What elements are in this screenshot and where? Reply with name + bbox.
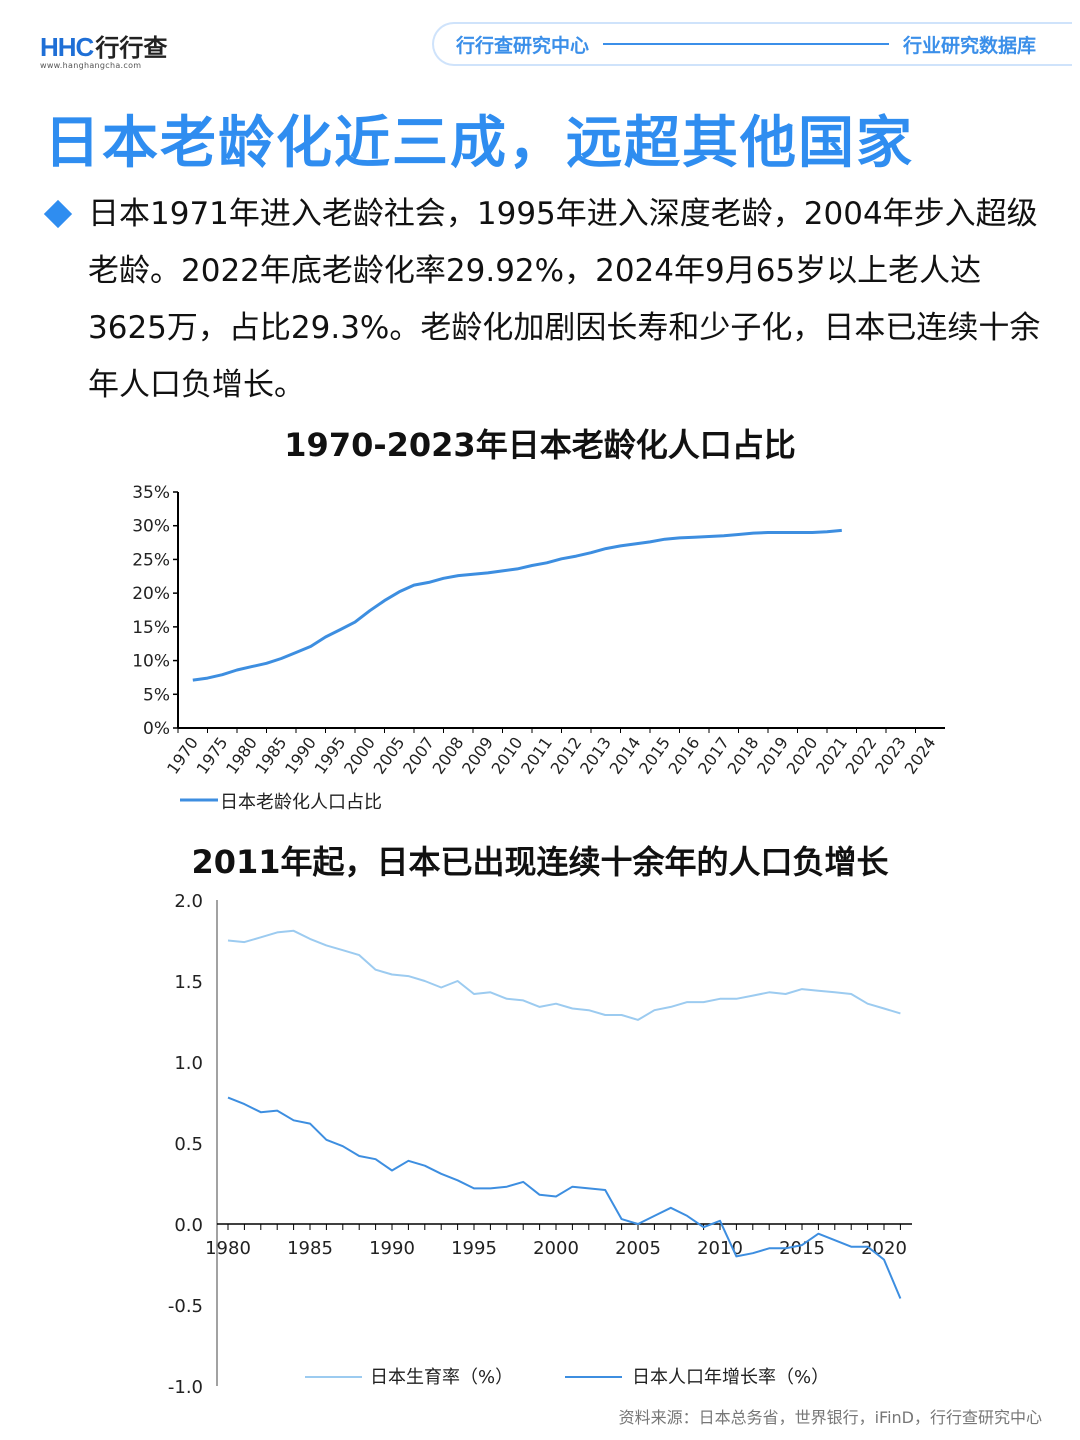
- x-tick-label: 1990: [369, 1238, 415, 1259]
- y-tick-label: 35%: [132, 483, 170, 503]
- x-tick-label: 2012: [547, 733, 586, 777]
- x-tick-label: 2016: [665, 733, 704, 777]
- source-note: 资料来源：日本总务省，世界银行，iFinD，行行查研究中心: [618, 1408, 1042, 1427]
- logo-mark: HHC: [40, 32, 94, 62]
- x-tick-label: 2007: [399, 733, 438, 777]
- x-tick-label: 2011: [517, 733, 556, 777]
- bullet-text: 日本1971年进入老龄社会，1995年进入深度老龄，2004年步入超级老龄。20…: [88, 196, 1041, 403]
- y-tick-label: 2.0: [174, 891, 203, 912]
- legend-label: 日本老龄化人口占比: [220, 792, 382, 813]
- header-divider-line: [603, 43, 889, 45]
- header-left-label: 行行查研究中心: [456, 34, 590, 57]
- x-tick-label: 1985: [252, 733, 291, 777]
- x-tick-label: 2019: [753, 733, 792, 777]
- x-tick-label: 2010: [488, 733, 527, 777]
- y-tick-label: 20%: [132, 584, 170, 604]
- chart1-series: [192, 528, 842, 682]
- x-tick-label: 2018: [724, 733, 763, 777]
- x-tick-label: 2008: [429, 733, 468, 777]
- chart2-legend: 日本生育率（%） 日本人口年增长率（%）: [305, 1367, 829, 1388]
- x-tick-label: 2015: [779, 1238, 825, 1259]
- chart1-legend: 日本老龄化人口占比: [180, 792, 382, 813]
- header-banner: 行行查研究中心 行业研究数据库: [432, 22, 1072, 66]
- x-tick-label: 2020: [783, 733, 822, 777]
- y-tick-label: 10%: [132, 652, 170, 672]
- x-tick-label: 1975: [193, 733, 232, 777]
- series-line-fertility: [227, 929, 901, 1021]
- x-tick-label: 2023: [871, 733, 910, 777]
- x-tick-label: 2000: [340, 733, 379, 777]
- x-tick-label: 1970: [163, 733, 202, 777]
- chart1-x-ticks: 1970197519801985199019952000200520072008…: [163, 728, 940, 778]
- x-tick-label: 1980: [222, 733, 261, 777]
- x-tick-label: 2021: [812, 733, 851, 777]
- x-tick-label: 2020: [861, 1238, 907, 1259]
- y-tick-label: 5%: [143, 685, 170, 705]
- y-tick-label: 0.0: [174, 1215, 203, 1236]
- series-line-aging-ratio: [192, 528, 842, 682]
- x-tick-label: 2014: [606, 733, 645, 777]
- logo-url: www.hanghangcha.com: [40, 61, 142, 70]
- y-tick-label: 1.5: [174, 972, 203, 993]
- x-tick-label: 2022: [842, 733, 881, 777]
- y-tick-label: 25%: [132, 550, 170, 570]
- series-line-growth: [227, 1096, 902, 1299]
- x-tick-label: 1990: [281, 733, 320, 777]
- x-tick-label: 2015: [635, 733, 674, 777]
- x-tick-label: 2009: [458, 733, 497, 777]
- y-tick-label: 15%: [132, 618, 170, 638]
- x-tick-label: 2010: [697, 1238, 743, 1259]
- x-tick-label: 1985: [287, 1238, 333, 1259]
- y-tick-label: -1.0: [168, 1377, 203, 1398]
- x-tick-label: 2005: [615, 1238, 661, 1259]
- chart2-y-ticks: 2.0 1.5 1.0 0.5 0.0 -0.5 -1.0: [168, 891, 203, 1398]
- brand-logo: HHC行行查 www.hanghangcha.com: [40, 28, 200, 72]
- chart2-axes: [216, 900, 912, 1386]
- legend-label-growth: 日本人口年增长率（%）: [632, 1367, 829, 1388]
- y-tick-label: 0.5: [174, 1134, 203, 1155]
- logo-name: 行行查: [95, 34, 168, 62]
- x-tick-label: 2000: [533, 1238, 579, 1259]
- aging-ratio-chart: 1970-2023年日本老龄化人口占比 0% 5% 10% 15% 20% 25% 30% 3…: [132, 426, 945, 813]
- x-tick-label: 1995: [451, 1238, 497, 1259]
- diamond-bullet-icon: [43, 199, 73, 229]
- bullet-paragraph: 日本1971年进入老龄社会，1995年进入深度老龄，2004年步入超级老龄。20…: [40, 186, 1050, 414]
- y-tick-label: 30%: [132, 517, 170, 537]
- page-title: 日本老龄化近三成，远超其他国家: [44, 111, 914, 176]
- x-tick-label: 2005: [370, 733, 409, 777]
- chart1-title: 1970-2023年日本老龄化人口占比: [284, 426, 795, 464]
- x-tick-label: 1980: [205, 1238, 251, 1259]
- chart1-y-ticks: 0% 5% 10% 15% 20% 25% 30% 35%: [132, 483, 178, 739]
- chart2-title: 2011年起，日本已出现连续十余年的人口负增长: [191, 843, 888, 881]
- population-growth-chart: 2011年起，日本已出现连续十余年的人口负增长 2.0 1.5 1.0 0.5 0.0 -…: [168, 843, 912, 1398]
- legend-label-fertility: 日本生育率（%）: [370, 1367, 513, 1388]
- x-tick-label: 2017: [694, 733, 733, 777]
- chart1-axes: [177, 492, 945, 729]
- chart2-series: [227, 929, 902, 1299]
- x-tick-label: 2024: [901, 733, 940, 777]
- y-tick-label: 0%: [143, 719, 170, 739]
- x-tick-label: 2013: [576, 733, 615, 777]
- x-tick-label: 1995: [311, 733, 350, 777]
- y-tick-label: 1.0: [174, 1053, 203, 1074]
- chart2-x-ticks: 1980 1985 1990 1995 2000 2005 2010 2015 2020: [205, 1238, 907, 1259]
- header-right-label: 行业研究数据库: [902, 34, 1036, 57]
- y-tick-label: -0.5: [168, 1296, 203, 1317]
